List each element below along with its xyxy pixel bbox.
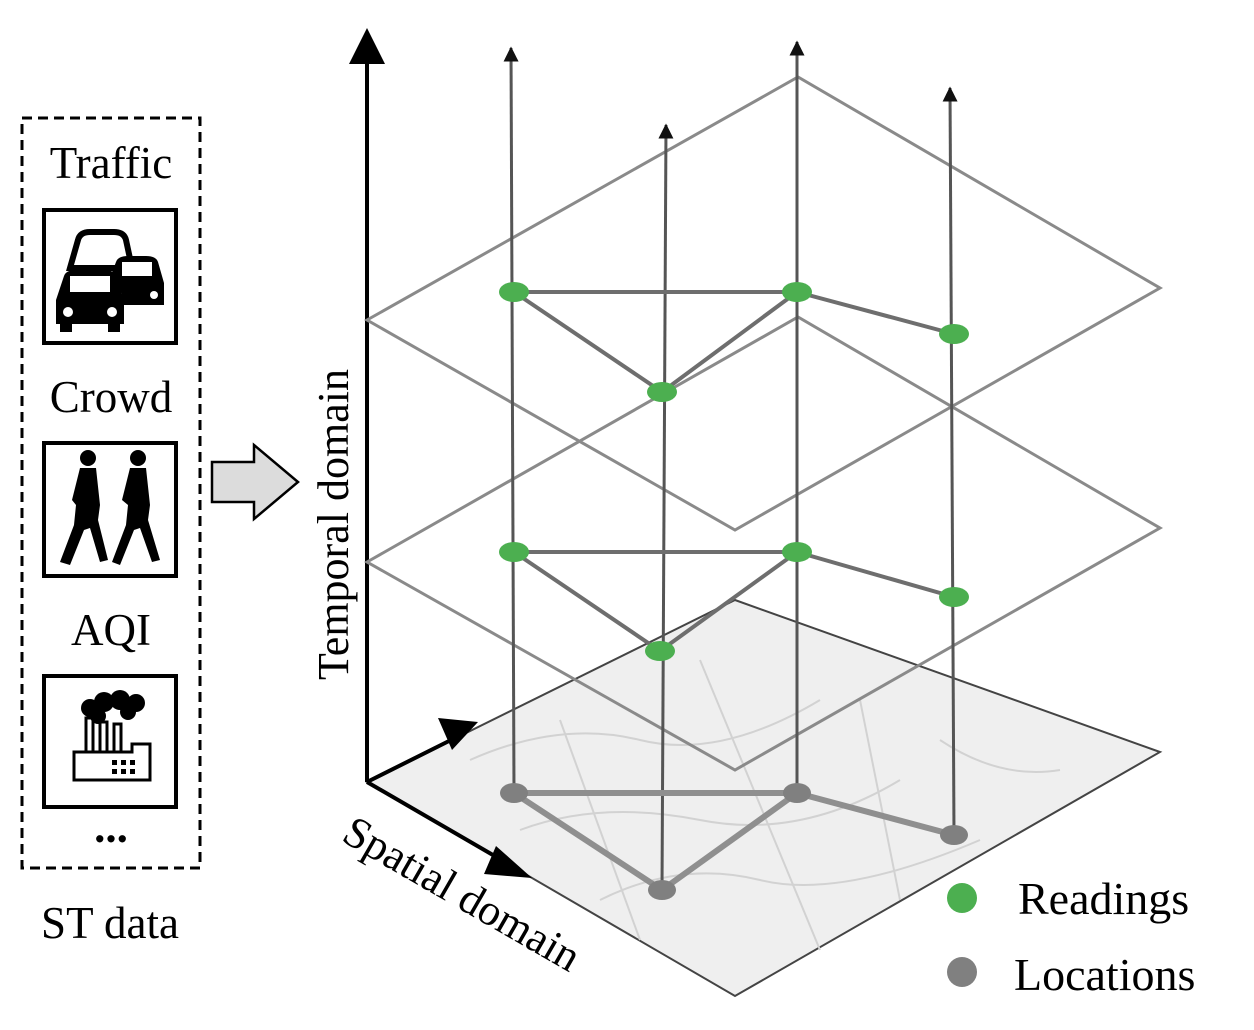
reading-node <box>782 282 812 302</box>
reading-node <box>499 542 529 562</box>
legend-readings-label: Readings <box>1018 873 1189 924</box>
spatial-axis-right-arrowhead <box>438 718 478 750</box>
reading-node <box>647 382 677 402</box>
flow-arrow <box>210 442 300 522</box>
factory-smoke-icon <box>42 674 178 809</box>
pedestrians-icon <box>42 441 178 578</box>
edges-upper <box>512 290 956 394</box>
ellipsis: ... <box>94 802 128 852</box>
location-node <box>783 783 811 803</box>
reading-node <box>645 641 675 661</box>
time-plane-upper <box>363 75 1164 532</box>
st-data-panel: Traffic Crowd AQ <box>20 116 202 948</box>
spatial-axis-down-arrowhead <box>484 846 532 878</box>
location-node <box>940 825 968 845</box>
legend-locations-label: Locations <box>1014 949 1195 1000</box>
location-node <box>500 783 528 803</box>
legend: Readings Locations <box>947 873 1195 1000</box>
st-data-panel-frame <box>20 116 202 870</box>
temporal-axis-label: Temporal domain <box>309 369 358 680</box>
source-label-crowd: Crowd <box>50 372 173 422</box>
time-line-2 <box>658 123 674 891</box>
map-plane <box>364 598 1163 998</box>
reading-node <box>939 587 969 607</box>
edges-lower <box>512 550 956 653</box>
graph-edges <box>511 290 957 893</box>
map-roads <box>469 659 1061 951</box>
temporal-axis-arrowhead <box>349 28 385 64</box>
source-label-traffic: Traffic <box>50 138 173 188</box>
location-time-lines <box>503 40 958 891</box>
legend-locations-swatch <box>947 957 977 987</box>
source-label-aqi: AQI <box>71 605 151 655</box>
location-node <box>648 880 676 900</box>
cars-icon <box>42 208 178 345</box>
spatial-axis-down <box>365 780 507 864</box>
spatiotemporal-graph: Temporal domain Spatial domain <box>309 28 1164 998</box>
legend-readings-swatch <box>947 883 977 913</box>
edges-base <box>511 790 957 893</box>
spatial-axis-right <box>366 736 456 784</box>
reading-nodes <box>499 282 969 661</box>
reading-node <box>499 282 529 302</box>
panel-caption: ST data <box>41 898 179 948</box>
reading-node <box>939 324 969 344</box>
time-line-1 <box>503 46 519 794</box>
time-line-4 <box>942 86 958 836</box>
location-nodes <box>500 783 968 900</box>
reading-node <box>782 542 812 562</box>
